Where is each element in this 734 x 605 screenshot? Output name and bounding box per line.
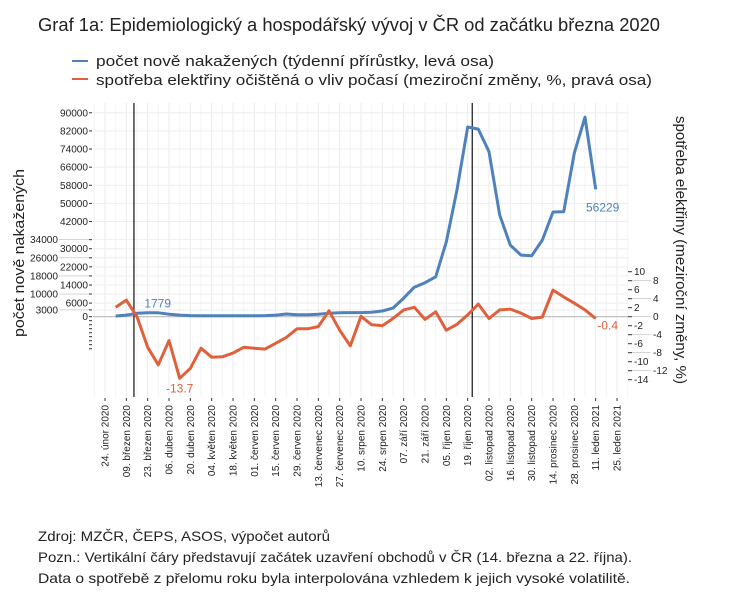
left-axis-tick-label: 0	[82, 312, 88, 323]
x-axis-tick-label: 25. leden 2021	[613, 405, 624, 472]
right-axis-tick-label: -6	[634, 339, 643, 350]
x-axis-tick-label: 27. červenec 2020	[335, 405, 346, 488]
left-axis-tick-label: 26000	[30, 253, 58, 264]
right-axis-tick-label: 0	[653, 312, 659, 323]
legend-label-electricity: spotřeba elektřiny očištěná o vliv počas…	[96, 72, 652, 89]
left-axis-tick-label: 3000	[36, 305, 59, 316]
legend: počet nově nakažených (týdenní přírůstky…	[72, 53, 652, 89]
x-axis-tick-label: 11. leden 2021	[591, 405, 602, 471]
x-axis-tick-label: 04. květen 2020	[207, 405, 218, 477]
x-axis-tick-label: 20. duben 2020	[186, 405, 197, 475]
x-axis-tick-label: 24. srpen 2020	[378, 405, 389, 472]
left-axis-tick-label: 90000	[60, 108, 88, 119]
left-axis-tick-label: 10000	[30, 290, 58, 301]
data-label: 1779	[144, 297, 171, 311]
data-label: 56229	[586, 200, 620, 214]
x-axis-tick-label: 10. srpen 2020	[357, 405, 368, 472]
left-axis-tick-label: 22000	[60, 262, 88, 273]
left-axis-tick-label: 18000	[30, 271, 58, 282]
right-axis-title: spotřeba elektřiny (meziroční změny, %)	[672, 116, 689, 384]
right-axis-tick-label: 4	[653, 294, 659, 305]
right-axis-tick-label: -2	[634, 321, 643, 332]
footer-note-1: Pozn.: Vertikální čáry představují začát…	[38, 549, 632, 565]
left-axis-tick-label: 42000	[60, 217, 88, 228]
footer-note-2: Data o spotřebě z přelomu roku byla inte…	[38, 570, 630, 586]
right-axis-tick-label: 10	[634, 267, 646, 278]
right-axis-tick-label: 2	[634, 303, 640, 314]
legend-label-cases: počet nově nakažených (týdenní přírůstky…	[96, 53, 494, 70]
left-axis-tick-label: 14000	[60, 280, 88, 291]
right-axis-tick-label: 6	[634, 285, 640, 296]
x-axis-tick-label: 14. prosinec 2020	[549, 405, 560, 485]
x-axis-tick-label: 18. květen 2020	[229, 405, 240, 477]
left-axis-title: počet nově nakažených	[11, 169, 28, 337]
x-axis-tick-label: 21. září 2020	[421, 405, 432, 464]
x-axis-tick-label: 13. červenec 2020	[314, 405, 325, 488]
right-axis-tick-label: -10	[634, 357, 649, 368]
right-axis-tick-label: -8	[653, 348, 662, 359]
right-axis-tick-label: -12	[653, 366, 668, 377]
left-axis-tick-label: 82000	[60, 126, 88, 137]
x-axis-tick-label: 01. červen 2020	[250, 405, 261, 477]
x-axis-tick-label: 07. září 2020	[399, 405, 410, 464]
x-axis-tick-label: 15. červen 2020	[271, 405, 282, 477]
x-axis-tick-label: 09. březen 2020	[122, 405, 133, 478]
footer: Zdroj: MZČR, ČEPS, ASOS, výpočet autorů …	[38, 528, 632, 586]
right-axis-tick-label: -4	[653, 330, 662, 341]
plot-area: 1779 -13.7 56229 -0.4	[114, 103, 620, 397]
left-axis-tick-label: 30000	[60, 244, 88, 255]
left-axis-tick-label: 58000	[60, 181, 88, 192]
x-axis-tick-label: 19. říjen 2020	[463, 405, 474, 467]
data-label: -0.4	[597, 319, 618, 333]
left-axis-tick-label: 74000	[60, 145, 88, 156]
x-axis-tick-label: 30. listopad 2020	[527, 405, 538, 482]
x-axis-tick-label: 29. červen 2020	[293, 405, 304, 477]
left-axis-tick-label: 50000	[60, 199, 88, 210]
cases-line	[115, 115, 598, 318]
left-axis-tick-label: 6000	[66, 299, 89, 310]
x-axis-tick-label: 23. březen 2020	[143, 405, 154, 478]
electricity-line	[114, 288, 597, 380]
axes: 9000082000740006600058000500004200034000…	[30, 108, 668, 487]
left-axis-tick-label: 34000	[30, 235, 58, 246]
x-axis-tick-label: 16. listopad 2020	[506, 405, 517, 482]
x-axis-tick-label: 28. prosinec 2020	[570, 405, 581, 485]
x-axis-tick-label: 02. listopad 2020	[485, 405, 496, 482]
x-axis-tick-label: 06. duben 2020	[165, 405, 176, 475]
right-axis-tick-label: -14	[634, 375, 649, 386]
right-axis-tick-label: 8	[653, 276, 659, 287]
x-axis-tick-label: 05. říjen 2020	[442, 405, 453, 467]
x-axis-tick-label: 24. únor 2020	[101, 405, 112, 467]
chart-title: Graf 1a: Epidemiologický a hospodářský v…	[38, 14, 660, 35]
data-label: -13.7	[166, 381, 194, 395]
footer-source: Zdroj: MZČR, ČEPS, ASOS, výpočet autorů	[38, 528, 330, 544]
left-axis-tick-label: 66000	[60, 163, 88, 174]
